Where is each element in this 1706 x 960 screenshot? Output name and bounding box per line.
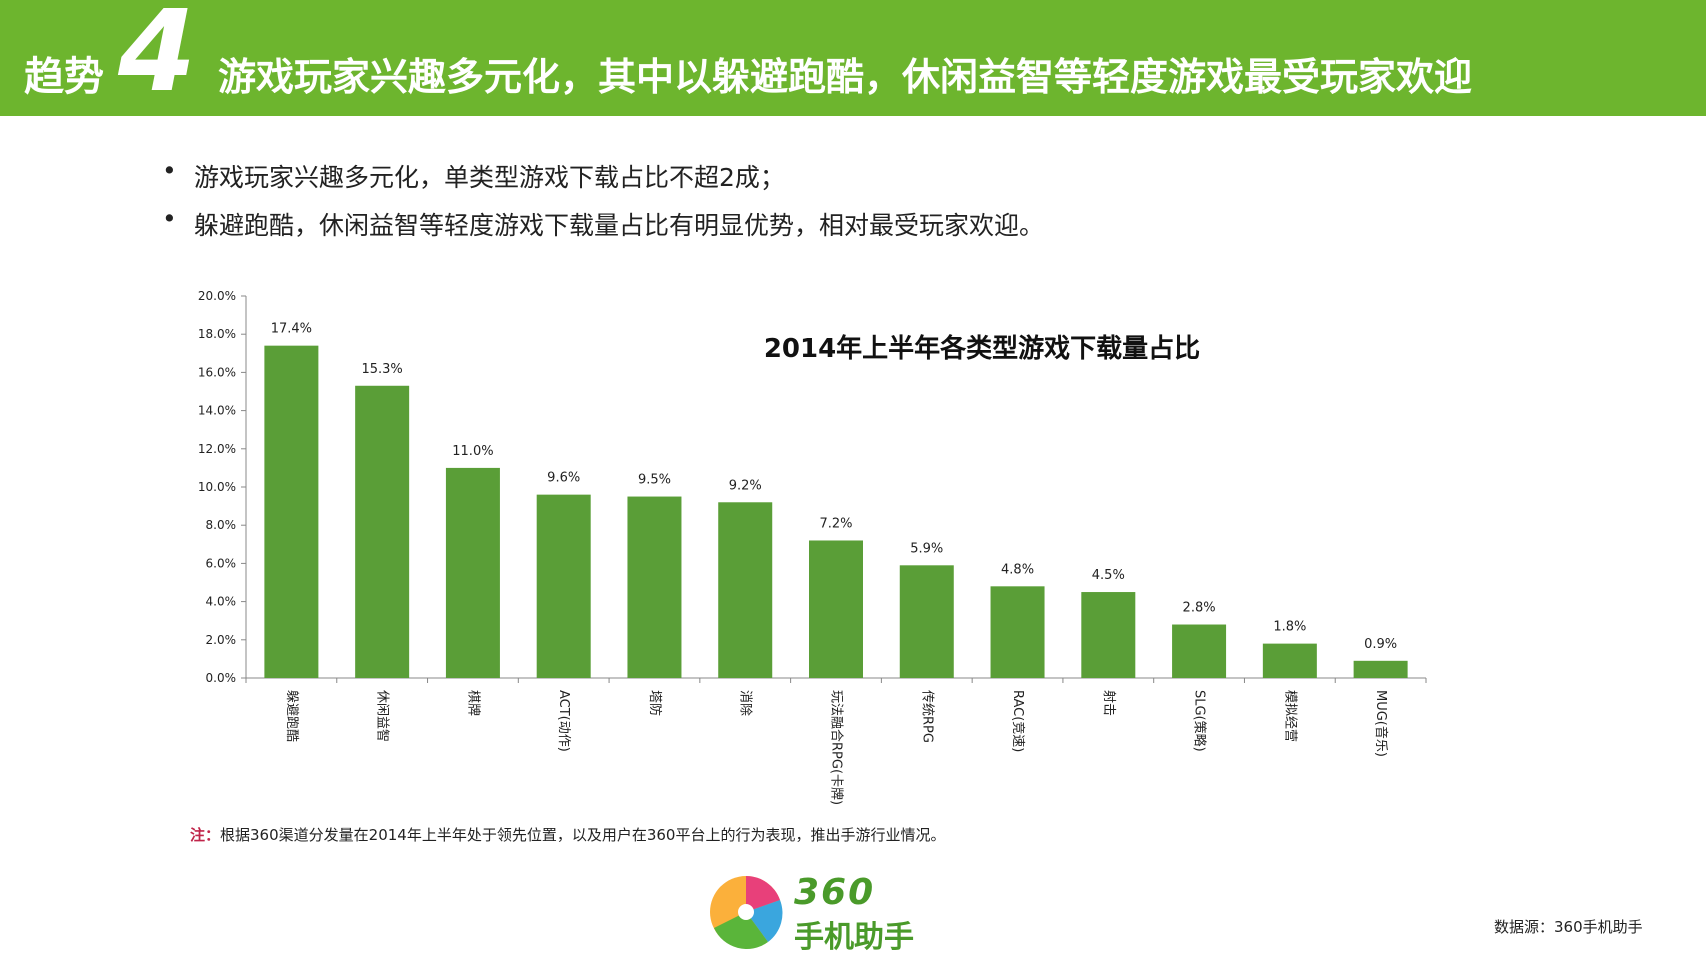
bar	[1262, 643, 1317, 678]
footnote-prefix: 注：	[190, 826, 221, 844]
x-category-label: 玩法融合RPG(卡牌)	[829, 690, 845, 805]
data-label: 11.0%	[452, 444, 493, 459]
bar	[445, 467, 500, 678]
y-tick-label: 12.0%	[198, 442, 236, 456]
bar	[990, 586, 1045, 678]
trend-number: 4	[118, 0, 196, 117]
brand-number: 360	[794, 872, 876, 913]
x-category-label: SLG(策略)	[1192, 690, 1208, 752]
data-label: 9.2%	[729, 478, 762, 493]
x-category-label: MUG(音乐)	[1373, 690, 1389, 757]
header-banner: 趋势 4 游戏玩家兴趣多元化，其中以躲避跑酷，休闲益智等轻度游戏最受玩家欢迎	[0, 0, 1706, 116]
y-tick-label: 0.0%	[206, 671, 237, 685]
data-label: 2.8%	[1183, 601, 1216, 616]
data-label: 15.3%	[361, 362, 402, 377]
y-tick-label: 8.0%	[206, 518, 237, 532]
x-category-label: 躲避跑酷	[284, 690, 300, 742]
data-label: 17.4%	[271, 322, 312, 337]
bar	[536, 494, 591, 678]
y-tick-label: 6.0%	[206, 556, 237, 570]
x-category-label: 传统RPG	[919, 690, 934, 743]
data-source: 数据源：360手机助手	[1494, 918, 1643, 936]
bullet-dot-icon: •	[162, 156, 177, 185]
bullet-dot-icon: •	[162, 204, 177, 233]
footnote: 注：根据360渠道分发量在2014年上半年处于领先位置，以及用户在360平台上的…	[190, 824, 945, 845]
bar	[899, 565, 954, 678]
x-category-label: ACT(动作)	[556, 690, 571, 752]
data-label: 9.5%	[638, 473, 671, 488]
x-category-label: 塔防	[647, 690, 663, 716]
footnote-text: 根据360渠道分发量在2014年上半年处于领先位置，以及用户在360平台上的行为…	[220, 826, 946, 844]
x-category-label: 棋牌	[465, 690, 481, 716]
y-tick-label: 14.0%	[198, 404, 236, 418]
bar	[809, 540, 863, 678]
brand-name: 手机助手	[794, 920, 914, 955]
bar	[718, 502, 773, 678]
chart-title: 2014年上半年各类型游戏下载量占比	[764, 333, 1200, 364]
bar	[1081, 592, 1136, 678]
trend-label: 趋势	[24, 54, 104, 100]
y-tick-label: 2.0%	[206, 633, 237, 647]
data-label: 7.2%	[819, 516, 852, 531]
bar	[627, 496, 682, 678]
bar	[1172, 624, 1227, 678]
y-tick-label: 4.0%	[206, 595, 237, 609]
y-tick-label: 16.0%	[198, 365, 236, 379]
x-category-label: 模拟经营	[1282, 690, 1297, 742]
data-label: 4.5%	[1092, 568, 1125, 583]
y-tick-label: 10.0%	[198, 480, 236, 494]
data-label: 1.8%	[1273, 620, 1306, 635]
bar-chart: 2014年上半年各类型游戏下载量占比 0.0% 2.0% 4.0% 6.0% 8.0% 10…	[198, 289, 1427, 805]
page-title: 游戏玩家兴趣多元化，其中以躲避跑酷，休闲益智等轻度游戏最受玩家欢迎	[218, 55, 1473, 99]
bar	[264, 345, 319, 678]
data-label: 9.6%	[547, 471, 580, 486]
x-category-label: 消除	[738, 690, 753, 716]
y-tick-label: 20.0%	[198, 289, 236, 303]
x-category-label: 休闲益智	[375, 690, 390, 742]
bar	[1353, 660, 1408, 678]
bullet-text: 躲避跑酷，休闲益智等轻度游戏下载量占比有明显优势，相对最受玩家欢迎。	[194, 211, 1045, 240]
x-category-label: 射击	[1101, 690, 1117, 716]
data-label: 0.9%	[1364, 637, 1397, 652]
y-tick-label: 18.0%	[198, 327, 236, 341]
bullet-text: 游戏玩家兴趣多元化，单类型游戏下载占比不超2成；	[194, 163, 785, 192]
data-label: 4.8%	[1001, 562, 1034, 577]
360-logo-icon	[710, 875, 783, 949]
x-category-label: RAC(竞速)	[1010, 690, 1026, 752]
data-label: 5.9%	[910, 541, 943, 556]
bar	[355, 385, 410, 678]
